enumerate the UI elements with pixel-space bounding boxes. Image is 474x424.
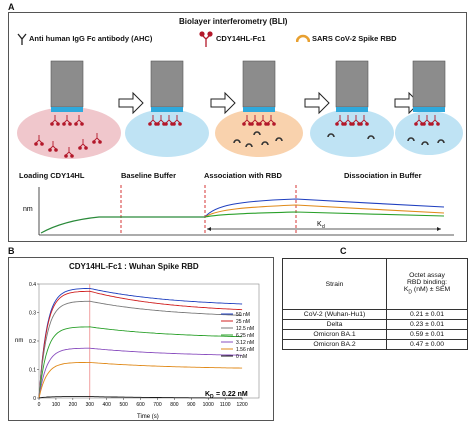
x-tick-label: 200 <box>69 402 78 408</box>
legend-label: 6.25 nM <box>236 333 254 339</box>
series-line <box>38 290 243 399</box>
header-strain: Strain <box>281 258 388 310</box>
panel-a: Biolayer interferometry (BLI) Anti human… <box>8 12 467 242</box>
legend-cdy: CDY14HL-Fc1 <box>216 34 266 43</box>
table-row: Omicron BA.1 0.59 ± 0.01 <box>281 329 468 340</box>
plot-frame <box>38 283 260 399</box>
x-tick-label: 0 <box>38 402 41 408</box>
chart-xlabel: Time (s) <box>137 414 159 420</box>
x-tick-label: 1200 <box>237 402 248 408</box>
table-row: Omicron BA.2 0.47 ± 0.00 <box>281 339 468 350</box>
x-tick-label: 800 <box>170 402 179 408</box>
legend-label: 25 nM <box>236 319 250 325</box>
x-tick-label: 600 <box>136 402 145 408</box>
panel-b: CDY14HL-Fc1 : Wuhan Spike RBD 0 100 200 300… <box>8 257 274 421</box>
y-tick-label: 0.2 <box>29 339 36 345</box>
value-cell: 0.23 ± 0.01 <box>386 319 468 330</box>
cdy14hl-fc1-icon <box>199 31 213 47</box>
kd-prefix: K <box>205 391 210 398</box>
antibody-icon <box>17 33 27 45</box>
step-baseline-label: Baseline Buffer <box>121 171 177 180</box>
legend-label: 1.56 nM <box>236 347 254 353</box>
strain-cell: Omicron BA.1 <box>281 329 388 340</box>
header-binding-line2: RBD binding: <box>406 279 448 287</box>
header-binding: Octet assay RBD binding: KD (nM) ± SEM <box>386 258 468 310</box>
panel-a-title: Biolayer interferometry (BLI) <box>179 17 288 26</box>
header-binding-line3a: K <box>403 286 409 294</box>
x-tick-label: 1000 <box>203 402 214 408</box>
chart-axes: 0 100 200 300 400 500 600 700 800 900 1000 1100 1200… <box>29 282 260 408</box>
chart-series <box>38 287 243 399</box>
legend-rbd: SARS CoV-2 Spike RBD <box>312 34 397 43</box>
y-tick-label: 0.3 <box>29 310 36 316</box>
binding-table: Strain Octet assay RBD binding: KD (nM) … <box>281 258 468 350</box>
rbd-icon <box>296 34 310 43</box>
legend-label: 3.12 nM <box>236 340 254 346</box>
x-tick-label: 700 <box>153 402 162 408</box>
step-association-label: Association with RBD <box>204 171 282 180</box>
header-binding-line3b: (nM) ± SEM <box>412 286 451 294</box>
x-tick-label: 100 <box>52 402 61 408</box>
header-binding-line1: Octet assay <box>409 272 445 280</box>
schematic-kd-label: K <box>317 221 322 228</box>
kd-sub: D <box>210 394 214 400</box>
panel-c-letter: C <box>340 246 347 256</box>
schematic-kd-sub: d <box>322 224 325 230</box>
panel-b-title: CDY14HL-Fc1 : Wuhan Spike RBD <box>69 262 199 271</box>
strain-cell: Omicron BA.2 <box>281 339 388 350</box>
strain-cell: Delta <box>281 319 388 330</box>
schematic-ylabel: nm <box>23 206 33 213</box>
series-line <box>38 361 243 399</box>
step-dissociation-label: Dissociation in Buffer <box>344 171 422 180</box>
y-tick-label: 0.4 <box>29 282 36 288</box>
series-line <box>38 347 243 399</box>
value-cell: 0.21 ± 0.01 <box>386 309 468 320</box>
series-line <box>38 300 243 399</box>
legend-ahc: Anti human IgG Fc antibody (AHC) <box>29 34 153 43</box>
chart-ylabel: nm <box>15 338 23 344</box>
x-tick-label: 900 <box>187 402 196 408</box>
kd-value: = 0.22 nM <box>216 391 248 398</box>
y-tick-label: 0 <box>33 396 36 402</box>
legend-label: 0 nM <box>236 354 247 360</box>
header-binding-sub: D <box>408 289 413 296</box>
panel-a-letter: A <box>8 2 15 12</box>
kinetics-chart: 0 100 200 300 400 500 600 700 800 900 1000 1100 1200… <box>15 282 260 420</box>
value-cell: 0.47 ± 0.00 <box>386 339 468 350</box>
x-tick-label: 400 <box>103 402 112 408</box>
bli-schematic <box>17 60 463 159</box>
x-tick-label: 300 <box>86 402 95 408</box>
x-tick-label: 1100 <box>220 402 231 408</box>
series-line <box>38 326 243 399</box>
panel-b-letter: B <box>8 246 15 256</box>
step-loading-label: Loading CDY14HL <box>19 171 85 180</box>
schematic-sensorgram: nm K d <box>23 185 454 236</box>
y-tick-label: 0.1 <box>29 367 36 373</box>
series-line <box>38 396 243 399</box>
legend-label: 50 nM <box>236 312 250 318</box>
value-cell: 0.59 ± 0.01 <box>386 329 468 340</box>
legend-label: 12.5 nM <box>236 326 254 332</box>
series-line <box>38 287 243 399</box>
x-tick-label: 500 <box>119 402 128 408</box>
table-row: CoV-2 (Wuhan-Hu1) 0.21 ± 0.01 <box>281 309 468 320</box>
strain-cell: CoV-2 (Wuhan-Hu1) <box>281 309 388 320</box>
table-row: Delta 0.23 ± 0.01 <box>281 319 468 330</box>
